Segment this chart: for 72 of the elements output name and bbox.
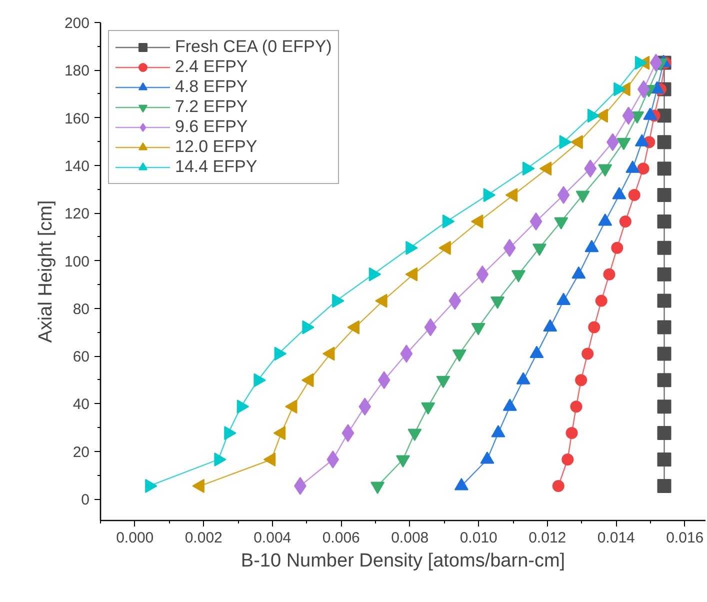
point bbox=[657, 267, 672, 282]
y-axis-title: Axial Height [cm] bbox=[35, 200, 56, 343]
legend-label: 9.6 EFPY bbox=[175, 117, 248, 137]
x-axis-title: B-10 Number Density [atoms/barn-cm] bbox=[240, 550, 566, 572]
legend-label: 2.4 EFPY bbox=[175, 57, 248, 77]
legend-label: Fresh CEA (0 EFPY) bbox=[175, 37, 332, 57]
x-tick-label: 0.004 bbox=[254, 530, 292, 546]
legend-label: 7.2 EFPY bbox=[175, 97, 248, 117]
x-tick-label: 0.008 bbox=[391, 530, 429, 546]
point bbox=[628, 189, 640, 201]
x-tick-label: 0.000 bbox=[116, 530, 154, 546]
x-tick-label: 0.010 bbox=[460, 530, 498, 546]
y-tick-label: 20 bbox=[72, 444, 90, 461]
point bbox=[657, 214, 672, 228]
point bbox=[342, 424, 354, 442]
point bbox=[595, 294, 608, 307]
point bbox=[657, 108, 672, 123]
point bbox=[570, 400, 582, 413]
point bbox=[637, 162, 650, 175]
point bbox=[575, 374, 588, 386]
y-tick-label: 120 bbox=[64, 206, 90, 223]
point bbox=[657, 135, 672, 150]
x-tick-label: 0.012 bbox=[528, 530, 566, 546]
point bbox=[557, 186, 570, 204]
point bbox=[657, 294, 672, 308]
point bbox=[637, 80, 650, 98]
point bbox=[566, 427, 578, 440]
legend-label: 14.4 EFPY bbox=[175, 157, 258, 177]
x-tick-label: 0.014 bbox=[597, 530, 635, 546]
point bbox=[657, 162, 672, 176]
point bbox=[448, 292, 462, 310]
y-tick-label: 160 bbox=[64, 110, 90, 128]
legend-label: 4.8 EFPY bbox=[175, 77, 248, 97]
point bbox=[588, 321, 600, 334]
point bbox=[619, 215, 632, 228]
point bbox=[584, 160, 597, 178]
y-tick-label: 100 bbox=[64, 253, 90, 270]
y-tick-label: 40 bbox=[72, 396, 90, 414]
y-tick-label: 80 bbox=[72, 300, 90, 318]
x-tick-label: 0.006 bbox=[322, 530, 360, 546]
y-tick-label: 140 bbox=[64, 158, 90, 175]
point bbox=[603, 268, 616, 280]
point bbox=[400, 344, 413, 363]
point bbox=[657, 320, 672, 334]
point bbox=[657, 346, 672, 361]
x-tick-label: 0.002 bbox=[184, 530, 222, 546]
point bbox=[326, 450, 340, 468]
y-tick-label: 60 bbox=[72, 348, 90, 366]
point bbox=[657, 400, 672, 414]
point bbox=[657, 426, 672, 440]
point bbox=[476, 265, 489, 284]
y-tick-label: 180 bbox=[64, 62, 90, 80]
point bbox=[358, 398, 372, 416]
point bbox=[657, 478, 672, 493]
y-tick-label: 0 bbox=[81, 492, 90, 509]
point bbox=[622, 106, 635, 125]
point bbox=[552, 480, 564, 492]
x-tick-label: 0.016 bbox=[666, 530, 704, 546]
point bbox=[530, 212, 542, 230]
point bbox=[657, 240, 672, 255]
point bbox=[650, 54, 662, 72]
point bbox=[378, 371, 390, 390]
point bbox=[424, 318, 437, 336]
point bbox=[657, 373, 672, 388]
point bbox=[503, 238, 516, 257]
legend-label: 12.0 EFPY bbox=[175, 137, 258, 157]
point bbox=[582, 348, 594, 360]
point bbox=[562, 454, 574, 466]
point bbox=[611, 242, 624, 254]
point bbox=[657, 188, 672, 202]
y-tick-label: 200 bbox=[64, 15, 90, 32]
point bbox=[657, 452, 672, 466]
